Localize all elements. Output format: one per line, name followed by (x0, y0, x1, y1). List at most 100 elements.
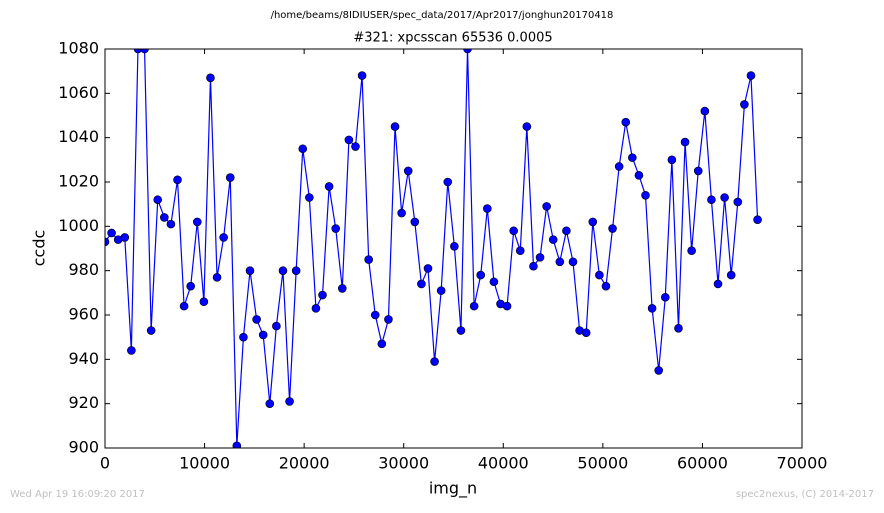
data-point (384, 315, 393, 324)
data-point (160, 213, 169, 222)
data-point (707, 195, 716, 205)
data-point (641, 191, 650, 200)
data-point (153, 195, 163, 205)
y-tick-label: 960 (68, 305, 99, 324)
footer-credit: spec2nexus, (C) 2014-2017 (736, 489, 874, 500)
data-point (647, 304, 657, 313)
data-point (278, 266, 288, 275)
data-point (298, 144, 308, 154)
data-point (489, 277, 499, 287)
x-tick-label: 60000 (677, 454, 728, 473)
data-point (245, 266, 255, 275)
data-point (608, 224, 617, 233)
data-point (140, 49, 149, 54)
y-axis-label: ccdc (30, 230, 49, 267)
data-point (265, 399, 275, 408)
data-point (239, 332, 248, 342)
data-point (674, 323, 683, 333)
data-point (483, 204, 492, 213)
x-tick-label: 10000 (179, 454, 230, 473)
data-point (199, 297, 209, 307)
data-point (515, 246, 525, 256)
data-point (581, 328, 591, 338)
data-point (436, 286, 446, 295)
y-tick-label: 1080 (58, 39, 99, 58)
data-point (456, 326, 466, 335)
data-point (614, 162, 624, 171)
data-point (450, 241, 459, 251)
data-point (146, 326, 156, 335)
data-point (173, 175, 182, 185)
data-point (588, 217, 598, 227)
data-point (120, 233, 130, 242)
data-point (660, 292, 670, 302)
data-point (252, 315, 261, 324)
x-tick-label: 0 (100, 454, 110, 473)
data-point (502, 301, 512, 311)
data-point (318, 290, 327, 300)
data-point (364, 255, 373, 264)
data-line (105, 49, 759, 446)
x-tick-label: 50000 (577, 454, 628, 473)
data-point (410, 217, 420, 227)
data-point (535, 253, 545, 262)
data-point (469, 301, 479, 311)
data-point (212, 273, 222, 282)
data-point (311, 304, 321, 313)
data-point (232, 441, 242, 448)
data-point (344, 135, 354, 145)
data-point (628, 153, 637, 162)
data-point (258, 330, 268, 340)
data-point (693, 166, 703, 176)
data-point (430, 357, 439, 366)
suptitle: /home/beams/8IDIUSER/spec_data/2017/Apr2… (271, 10, 614, 21)
data-point (107, 228, 116, 238)
data-point (225, 173, 235, 182)
data-point (687, 246, 696, 256)
y-tick-label: 1060 (58, 83, 99, 102)
data-point (733, 197, 743, 207)
y-tick-label: 1000 (58, 216, 99, 235)
x-tick-label: 70000 (777, 454, 828, 473)
chart-title: #321: xpcsscan 65536 0.0005 (353, 31, 552, 46)
x-tick-label: 20000 (279, 454, 330, 473)
data-point (667, 155, 677, 165)
data-point (377, 339, 387, 349)
data-point (522, 122, 532, 131)
data-point (423, 264, 433, 273)
data-point (166, 219, 176, 229)
data-point (621, 117, 631, 127)
data-point (753, 215, 762, 224)
data-point (291, 266, 301, 275)
data-point (740, 100, 749, 109)
data-point (443, 177, 453, 187)
data-point (529, 261, 538, 271)
x-tick-label: 40000 (478, 454, 529, 473)
data-point (568, 257, 578, 267)
data-point (186, 281, 195, 291)
data-point (713, 279, 723, 289)
y-tick-label: 900 (68, 438, 99, 457)
data-point (720, 193, 729, 202)
data-point (357, 71, 367, 80)
y-tick-label: 920 (68, 393, 99, 412)
data-point (206, 73, 215, 83)
data-point (463, 49, 472, 54)
footer-date: Wed Apr 19 16:09:20 2017 (10, 489, 145, 500)
y-tick-label: 980 (68, 260, 99, 279)
data-point (397, 208, 406, 218)
data-point (192, 217, 202, 227)
data-point (285, 397, 294, 406)
data-point (331, 224, 341, 233)
data-point (509, 226, 518, 236)
data-point (337, 284, 347, 293)
data-point (726, 270, 736, 280)
data-point (127, 346, 136, 355)
y-tick-label: 940 (68, 349, 99, 368)
data-point (601, 281, 611, 291)
data-point (403, 166, 413, 176)
x-tick-label: 30000 (378, 454, 429, 473)
data-point (351, 142, 360, 151)
